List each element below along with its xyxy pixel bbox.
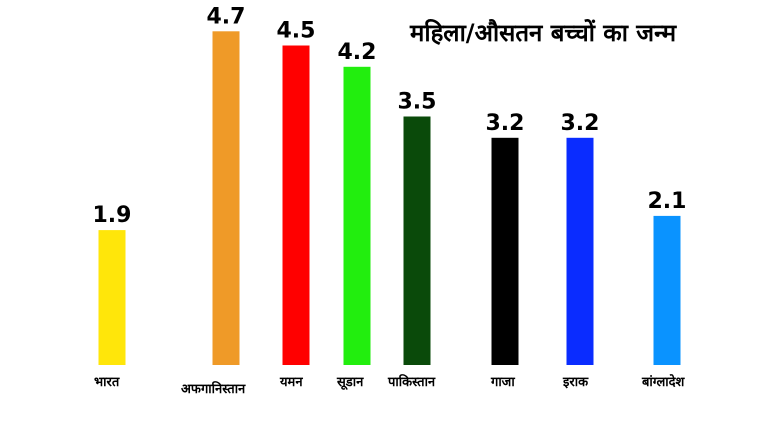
value-labels-group: 1.9 4.7 4.5 4.2 3.5 3.2 3.2 2.1: [93, 4, 687, 228]
category-labels-group: भारत अफगानिस्तान यमन सूडान पाकिस्तान गाजा इराक…: [94, 374, 686, 397]
category-label-1: भारत: [94, 375, 120, 390]
bar-value-label-4: 4.2: [338, 40, 377, 65]
bar-7: [566, 137, 594, 365]
bar-6: [491, 137, 519, 365]
chart-title: महिला/औसतन बच्चों का जन्म: [409, 19, 678, 47]
category-label-4: सूडान: [336, 375, 364, 390]
bar-8: [653, 215, 681, 365]
category-label-2: अफगानिस्तान: [181, 381, 246, 397]
bar-value-label-1: 1.9: [93, 203, 132, 228]
bars-group: [98, 31, 681, 366]
category-label-5: पाकिस्तान: [387, 374, 436, 390]
category-label-7: इराक: [562, 375, 589, 390]
bar-3: [282, 45, 310, 365]
bar-value-label-2: 4.7: [207, 4, 246, 29]
category-label-6: गाजा: [490, 375, 515, 390]
bar-value-label-3: 4.5: [277, 19, 316, 44]
bar-4: [343, 66, 371, 366]
bar-value-label-5: 3.5: [398, 90, 437, 115]
bar-value-label-7: 3.2: [561, 111, 600, 136]
category-label-3: यमन: [279, 375, 303, 390]
bar-value-label-8: 2.1: [648, 189, 687, 214]
bar-value-label-6: 3.2: [486, 111, 525, 136]
bar-5: [403, 116, 431, 365]
bar-2: [212, 31, 240, 366]
bar-1: [98, 230, 126, 365]
category-label-8: बांग्लादेश: [641, 374, 686, 390]
